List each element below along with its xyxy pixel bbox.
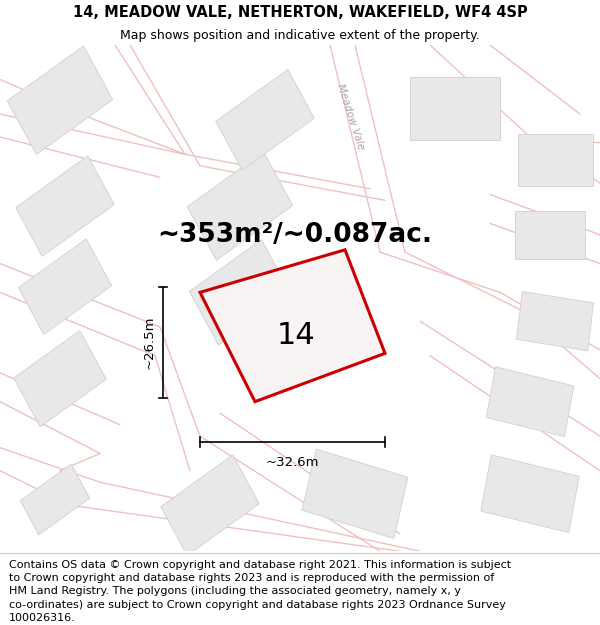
Polygon shape bbox=[216, 69, 314, 170]
Text: ~32.6m: ~32.6m bbox=[266, 456, 319, 469]
Text: Map shows position and indicative extent of the property.: Map shows position and indicative extent… bbox=[120, 29, 480, 42]
Polygon shape bbox=[161, 455, 259, 556]
Polygon shape bbox=[187, 152, 293, 261]
Text: Meadow Vale: Meadow Vale bbox=[335, 82, 365, 151]
Text: ~353m²/~0.087ac.: ~353m²/~0.087ac. bbox=[157, 222, 433, 248]
Text: ~26.5m: ~26.5m bbox=[143, 316, 155, 369]
Polygon shape bbox=[14, 331, 106, 427]
Polygon shape bbox=[481, 455, 579, 532]
Polygon shape bbox=[517, 134, 593, 186]
Text: 14, MEADOW VALE, NETHERTON, WAKEFIELD, WF4 4SP: 14, MEADOW VALE, NETHERTON, WAKEFIELD, W… bbox=[73, 5, 527, 20]
Polygon shape bbox=[486, 367, 574, 437]
Polygon shape bbox=[20, 464, 90, 535]
Text: 14: 14 bbox=[277, 321, 316, 350]
Polygon shape bbox=[19, 239, 112, 334]
Polygon shape bbox=[200, 250, 385, 402]
Polygon shape bbox=[190, 239, 290, 345]
Text: Contains OS data © Crown copyright and database right 2021. This information is : Contains OS data © Crown copyright and d… bbox=[9, 560, 511, 623]
Polygon shape bbox=[302, 449, 408, 538]
Polygon shape bbox=[515, 211, 585, 259]
Polygon shape bbox=[16, 156, 114, 256]
Polygon shape bbox=[7, 46, 113, 154]
Polygon shape bbox=[517, 291, 593, 351]
Polygon shape bbox=[410, 77, 500, 140]
